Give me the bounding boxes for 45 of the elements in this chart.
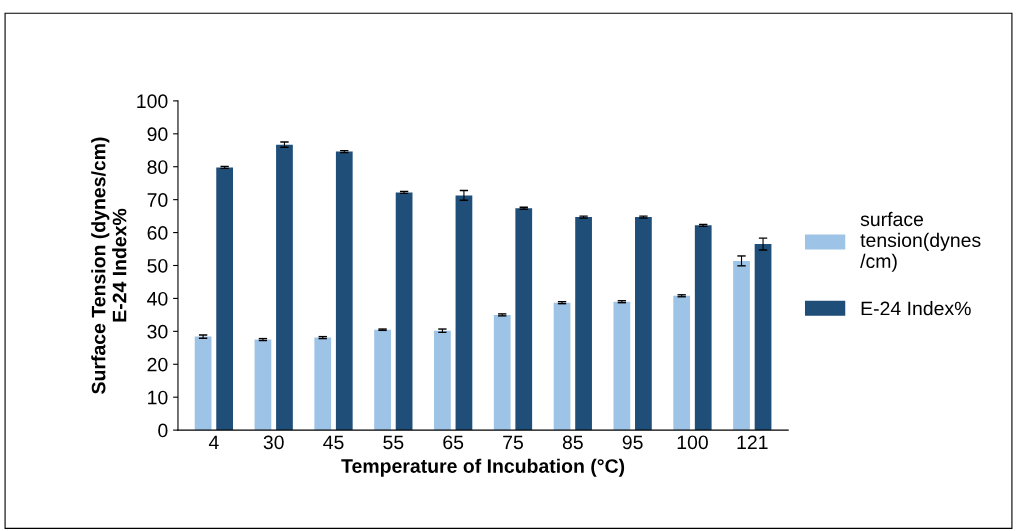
y-tick-label: 70 [147,193,168,207]
y-tick-label: 100 [137,94,168,109]
y-tick-label: 0 [158,423,168,438]
bar [575,217,592,431]
bar [434,330,451,431]
bar [733,260,750,431]
x-tick-label: 121 [737,435,768,450]
bar [276,144,293,431]
bar [493,314,511,431]
x-tick-label: 75 [503,435,523,450]
bar [395,192,413,431]
bar [694,225,712,431]
bar [216,167,234,431]
bar [515,208,533,431]
bar [314,337,332,431]
y-tick-label: 60 [147,226,168,240]
x-tick-label: 100 [677,435,708,450]
y-tick-label: 20 [147,357,168,372]
y-axis-title: Surface Tension (dynes/cm) E-24 Index% [91,137,127,394]
bar [194,336,212,431]
bar [553,302,571,431]
x-tick-label: 55 [383,435,404,450]
bar [635,217,652,431]
x-tick-label: 4 [208,435,219,450]
bar [455,195,473,431]
x-tick-label: 30 [263,435,284,450]
x-axis-title: Temperature of Incubation (°C) [341,458,625,477]
bar [335,151,353,431]
x-tick-label: 85 [562,435,583,450]
legend-label: surface tension(dynes /cm) [860,211,981,272]
y-tick-label: 10 [148,390,168,405]
bar [754,244,772,431]
y-tick-label: 30 [147,324,168,339]
bar [673,295,691,431]
x-tick-label: 95 [622,435,643,450]
x-tick-label: 65 [443,435,464,450]
legend-label: E-24 Index% [861,301,971,316]
bar [374,329,391,431]
y-tick-label: 50 [147,258,168,273]
y-tick-label: 90 [147,127,168,142]
bar [254,339,272,431]
bar [613,301,631,431]
y-tick-label: 40 [147,291,168,306]
x-tick-label: 45 [323,435,344,450]
y-tick-label: 80 [147,160,168,174]
